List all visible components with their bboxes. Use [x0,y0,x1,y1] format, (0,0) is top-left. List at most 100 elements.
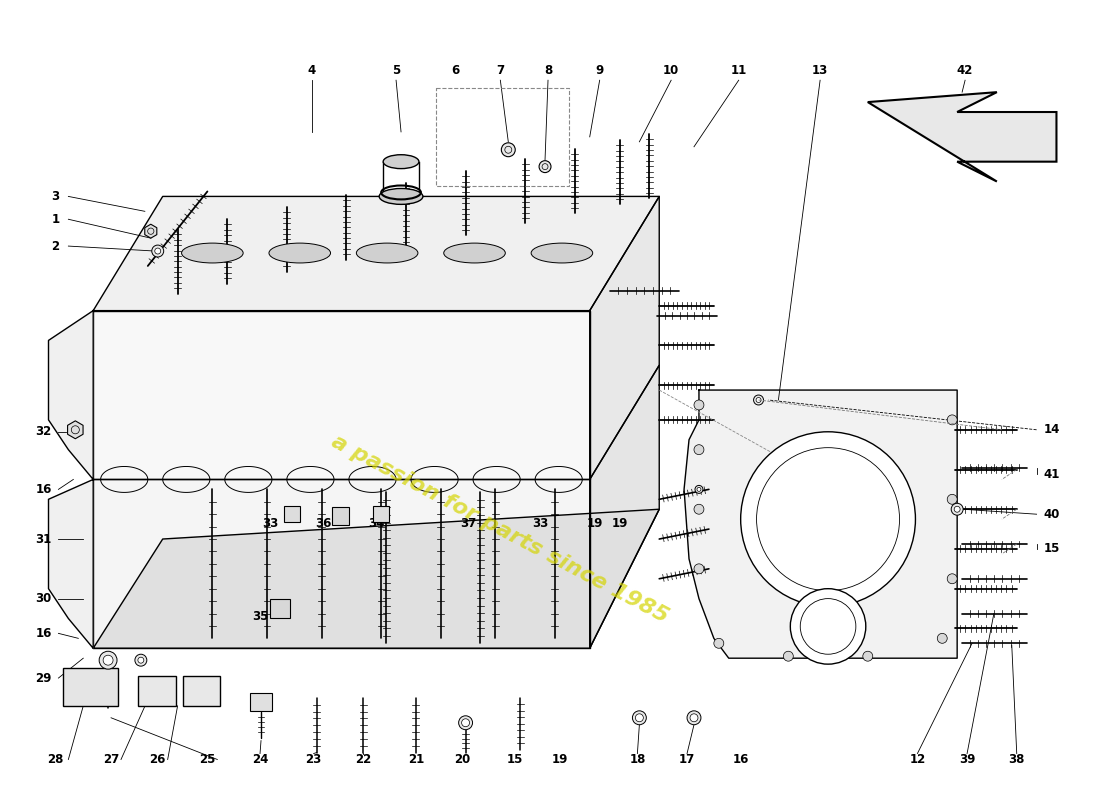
Circle shape [756,398,761,402]
Text: 37: 37 [461,517,476,530]
Text: 5: 5 [392,64,400,77]
Circle shape [783,651,793,661]
Text: 11: 11 [730,64,747,77]
Circle shape [754,395,763,405]
Circle shape [790,589,866,664]
FancyBboxPatch shape [138,676,176,706]
Text: 28: 28 [47,753,64,766]
FancyBboxPatch shape [373,506,389,522]
Text: 8: 8 [543,64,552,77]
Text: 33: 33 [532,517,548,530]
Text: 10: 10 [663,64,680,77]
Circle shape [459,716,473,730]
Circle shape [539,161,551,173]
Circle shape [937,634,947,643]
Circle shape [632,711,647,725]
Ellipse shape [379,189,422,204]
Text: 14: 14 [1043,423,1059,436]
Text: 31: 31 [35,533,52,546]
Text: 6: 6 [451,64,460,77]
Text: 19: 19 [612,517,628,530]
Ellipse shape [443,243,505,263]
Circle shape [138,658,144,663]
Text: 33: 33 [262,517,278,530]
Circle shape [697,487,701,491]
Circle shape [740,432,915,606]
Text: 32: 32 [35,426,52,438]
Text: 27: 27 [103,753,119,766]
Circle shape [714,638,724,648]
Text: 21: 21 [408,753,425,766]
Text: 26: 26 [150,753,166,766]
Circle shape [155,248,161,254]
Text: 39: 39 [959,753,976,766]
Circle shape [636,714,644,722]
Polygon shape [590,366,659,648]
Text: 15: 15 [1043,542,1059,555]
Text: 9: 9 [595,64,604,77]
Text: 24: 24 [252,753,268,766]
Polygon shape [94,310,590,479]
Text: 16: 16 [35,627,52,640]
Text: a passion for parts since 1985: a passion for parts since 1985 [329,431,672,627]
Circle shape [954,506,960,512]
Text: 12: 12 [910,753,925,766]
Text: 29: 29 [35,671,52,685]
Text: 42: 42 [957,64,974,77]
Circle shape [947,415,957,425]
Text: 25: 25 [199,753,216,766]
Text: 19: 19 [552,753,568,766]
Circle shape [947,574,957,584]
Circle shape [502,142,515,157]
Circle shape [462,718,470,726]
Circle shape [694,564,704,574]
Text: 23: 23 [306,753,322,766]
Text: 22: 22 [355,753,372,766]
Text: 15: 15 [507,753,524,766]
FancyBboxPatch shape [284,506,299,522]
Text: 4: 4 [308,64,316,77]
Text: 35: 35 [252,610,268,623]
Circle shape [152,245,164,257]
Text: 7: 7 [496,64,505,77]
FancyBboxPatch shape [331,507,350,525]
FancyBboxPatch shape [64,668,118,706]
Text: 36: 36 [316,517,332,530]
Ellipse shape [356,243,418,263]
Text: 19: 19 [586,517,603,530]
Circle shape [99,651,117,669]
Text: 38: 38 [1009,753,1025,766]
Circle shape [695,486,703,494]
Text: 2: 2 [52,239,59,253]
Circle shape [688,711,701,725]
Polygon shape [94,510,659,648]
Circle shape [103,655,113,665]
Ellipse shape [531,243,593,263]
Text: 3: 3 [52,190,59,203]
Circle shape [694,400,704,410]
Text: 16: 16 [35,483,52,496]
Text: 18: 18 [629,753,646,766]
Polygon shape [94,197,659,310]
Polygon shape [590,197,659,479]
Circle shape [947,494,957,504]
Circle shape [694,504,704,514]
Polygon shape [684,390,957,658]
Polygon shape [868,92,1056,182]
FancyBboxPatch shape [270,598,289,618]
Polygon shape [48,310,94,479]
FancyBboxPatch shape [250,693,272,711]
Polygon shape [67,421,84,438]
Polygon shape [145,224,157,238]
FancyBboxPatch shape [183,676,220,706]
Circle shape [952,503,964,515]
Ellipse shape [270,243,330,263]
Ellipse shape [383,154,419,169]
Text: 17: 17 [679,753,695,766]
Text: 34: 34 [368,517,384,530]
Ellipse shape [182,243,243,263]
Text: 41: 41 [1043,468,1059,481]
Polygon shape [94,479,590,648]
Polygon shape [48,479,94,648]
Text: 20: 20 [454,753,471,766]
